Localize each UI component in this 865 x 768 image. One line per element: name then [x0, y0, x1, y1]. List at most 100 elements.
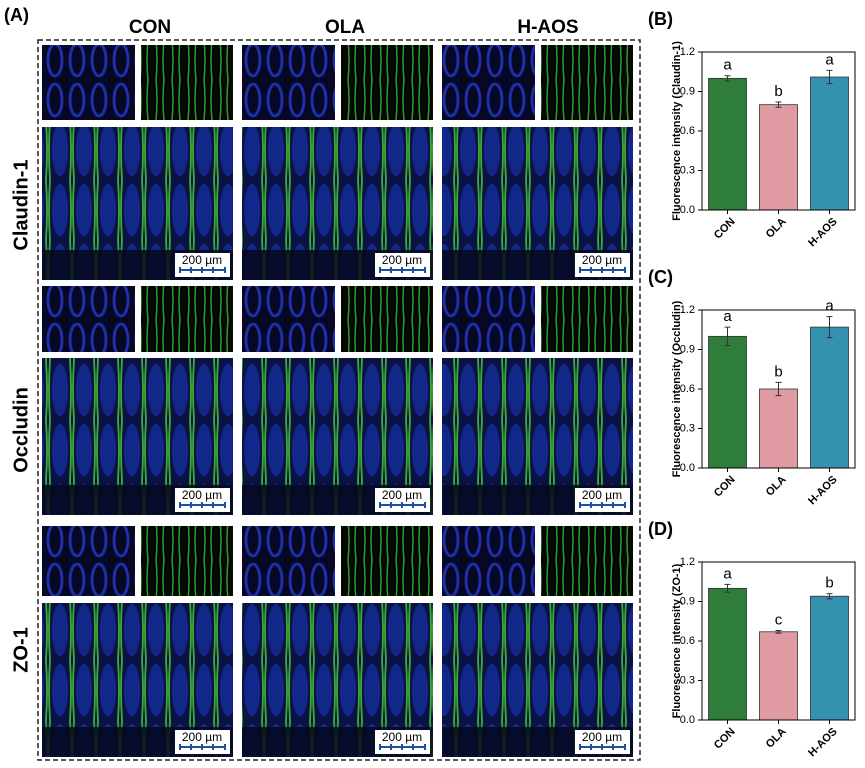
- x-tick-label: CON: [712, 726, 738, 752]
- green-channel: [341, 45, 433, 120]
- blue-channel: [42, 45, 135, 120]
- significance-letter: a: [825, 298, 834, 315]
- blue-channel: [42, 526, 135, 596]
- plot-frame: [701, 309, 856, 469]
- green-channel: [541, 526, 633, 596]
- scale-bar-label: 200 µm: [182, 488, 222, 502]
- scale-bar: [379, 267, 426, 273]
- error-bar: [775, 629, 782, 634]
- y-tick-label: 0.0: [680, 204, 695, 216]
- bar: [708, 335, 747, 469]
- blue-channel: [242, 45, 335, 120]
- y-tick-label: 0.9: [680, 595, 695, 607]
- y-tick-label: 0.6: [680, 635, 695, 647]
- scale-bar-label: 200 µm: [182, 730, 222, 744]
- y-tick-label: 0.0: [680, 714, 695, 726]
- y-tick-label: 0.3: [680, 164, 695, 176]
- panel-label: (B): [648, 9, 673, 29]
- significance-letter: a: [723, 308, 732, 325]
- error-bar: [724, 583, 731, 593]
- error-bar: [724, 326, 731, 347]
- bar: [708, 587, 747, 721]
- scale-bar: [379, 744, 426, 750]
- scale-bar-label: 200 µm: [382, 253, 422, 267]
- green-channel: [541, 45, 633, 120]
- scale-bar-label: 200 µm: [382, 730, 422, 744]
- error-bar: [775, 381, 782, 397]
- blue-channel: [242, 526, 335, 596]
- green-channel: [141, 45, 233, 120]
- green-channel: [141, 286, 233, 352]
- error-bar: [826, 593, 833, 600]
- significance-letter: a: [825, 51, 834, 68]
- significance-letter: b: [774, 363, 782, 380]
- scale-bar: [579, 502, 626, 508]
- x-tick-label: H-AOS: [806, 474, 840, 508]
- y-tick-label: 0.3: [680, 674, 695, 686]
- x-tick-label: OLA: [764, 726, 789, 751]
- y-tick-label: 0.9: [680, 343, 695, 355]
- y-tick-label: 1.2: [680, 46, 695, 58]
- x-tick-label: CON: [712, 216, 738, 242]
- scale-bar: [579, 744, 626, 750]
- green-channel: [341, 526, 433, 596]
- column-header: H-AOS: [517, 17, 578, 38]
- y-axis-label: Fluorescence intensity (ZO-1): [671, 563, 683, 718]
- significance-letter: a: [723, 565, 732, 582]
- scale-bar-label: 200 µm: [582, 488, 622, 502]
- scale-bar: [179, 267, 226, 273]
- error-bar: [724, 75, 731, 82]
- significance-letter: c: [775, 611, 783, 628]
- row-label: Occludin: [10, 387, 32, 473]
- y-tick-label: 0.6: [680, 125, 695, 137]
- scale-bar: [179, 502, 226, 508]
- significance-letter: b: [774, 83, 782, 100]
- scale-bar: [579, 267, 626, 273]
- row-label: ZO-1: [10, 627, 32, 673]
- y-tick-label: 0.3: [680, 422, 695, 434]
- column-header: OLA: [325, 17, 365, 38]
- bar: [708, 77, 747, 211]
- y-axis-label: Fluorescence intensity (Claudin-1): [671, 41, 683, 221]
- significance-letter: b: [825, 575, 833, 592]
- y-tick-label: 0.0: [680, 462, 695, 474]
- blue-channel: [42, 286, 135, 352]
- blue-channel: [442, 286, 535, 352]
- green-channel: [541, 286, 633, 352]
- scale-bar-label: 200 µm: [382, 488, 422, 502]
- scale-bar: [379, 502, 426, 508]
- bar: [759, 388, 798, 469]
- bar: [759, 104, 798, 211]
- scale-bar: [179, 744, 226, 750]
- green-channel: [341, 286, 433, 352]
- bar: [810, 76, 849, 211]
- x-tick-label: H-AOS: [806, 726, 840, 760]
- y-tick-label: 1.2: [680, 304, 695, 316]
- row-label: Claudin-1: [10, 159, 32, 250]
- panel-label: (D): [648, 519, 673, 539]
- column-header: CON: [129, 17, 171, 38]
- bar: [810, 595, 849, 721]
- y-tick-label: 0.6: [680, 383, 695, 395]
- blue-channel: [442, 45, 535, 120]
- error-bar: [826, 316, 833, 339]
- y-tick-label: 0.9: [680, 85, 695, 97]
- micrographs: 200 µm 200 µm 200 µm 200 µm 200 µm 200 µm 200 …: [42, 45, 633, 757]
- bar: [759, 631, 798, 721]
- y-tick-label: 1.2: [680, 556, 695, 568]
- significance-letter: a: [723, 57, 732, 74]
- x-tick-label: CON: [712, 474, 738, 500]
- blue-channel: [442, 526, 535, 596]
- panel-label: (C): [648, 267, 673, 287]
- scale-bar-label: 200 µm: [582, 253, 622, 267]
- plot-frame: [701, 561, 856, 721]
- plot-frame: [701, 51, 856, 211]
- panel-frame: [37, 39, 641, 761]
- x-tick-label: OLA: [764, 474, 789, 499]
- panel-label: (A): [4, 5, 29, 25]
- x-tick-label: H-AOS: [806, 216, 840, 250]
- scale-bar-label: 200 µm: [182, 253, 222, 267]
- scale-bar-label: 200 µm: [582, 730, 622, 744]
- bar: [810, 326, 849, 469]
